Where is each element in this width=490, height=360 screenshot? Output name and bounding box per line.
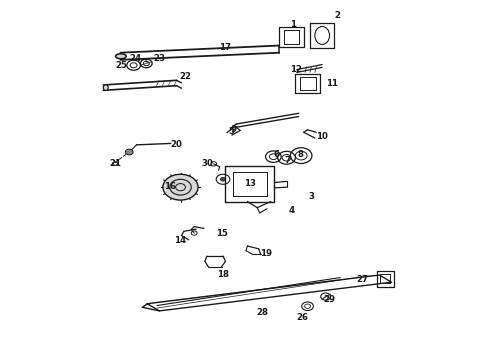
Text: 18: 18 — [217, 270, 229, 279]
Text: 30: 30 — [201, 159, 213, 168]
Text: 5: 5 — [228, 127, 234, 136]
Text: 27: 27 — [356, 275, 368, 284]
Text: 29: 29 — [323, 294, 335, 303]
Ellipse shape — [103, 85, 108, 90]
Text: 3: 3 — [309, 192, 315, 201]
Text: 16: 16 — [164, 182, 175, 191]
Text: 17: 17 — [220, 42, 231, 51]
Text: 10: 10 — [316, 132, 328, 141]
Text: 9: 9 — [230, 125, 236, 134]
Circle shape — [220, 177, 225, 181]
Text: 11: 11 — [326, 80, 338, 89]
Text: 24: 24 — [129, 54, 142, 63]
Ellipse shape — [116, 54, 126, 59]
Text: 20: 20 — [171, 140, 183, 149]
Text: 12: 12 — [290, 65, 302, 74]
Text: 21: 21 — [110, 159, 122, 168]
Text: 25: 25 — [115, 62, 127, 71]
Text: 15: 15 — [216, 229, 227, 238]
Text: 14: 14 — [174, 235, 187, 244]
Text: 19: 19 — [260, 249, 271, 258]
Text: 1: 1 — [290, 21, 296, 30]
Text: 23: 23 — [153, 54, 165, 63]
Text: 7: 7 — [284, 156, 290, 165]
Text: 28: 28 — [256, 309, 268, 318]
Text: 26: 26 — [296, 314, 309, 323]
Circle shape — [163, 174, 198, 200]
Text: 2: 2 — [335, 12, 341, 21]
Text: 22: 22 — [179, 72, 191, 81]
Text: 4: 4 — [289, 206, 295, 215]
Text: 13: 13 — [244, 179, 255, 188]
Circle shape — [125, 149, 133, 155]
Text: 8: 8 — [298, 150, 304, 159]
Text: 6: 6 — [273, 150, 279, 159]
